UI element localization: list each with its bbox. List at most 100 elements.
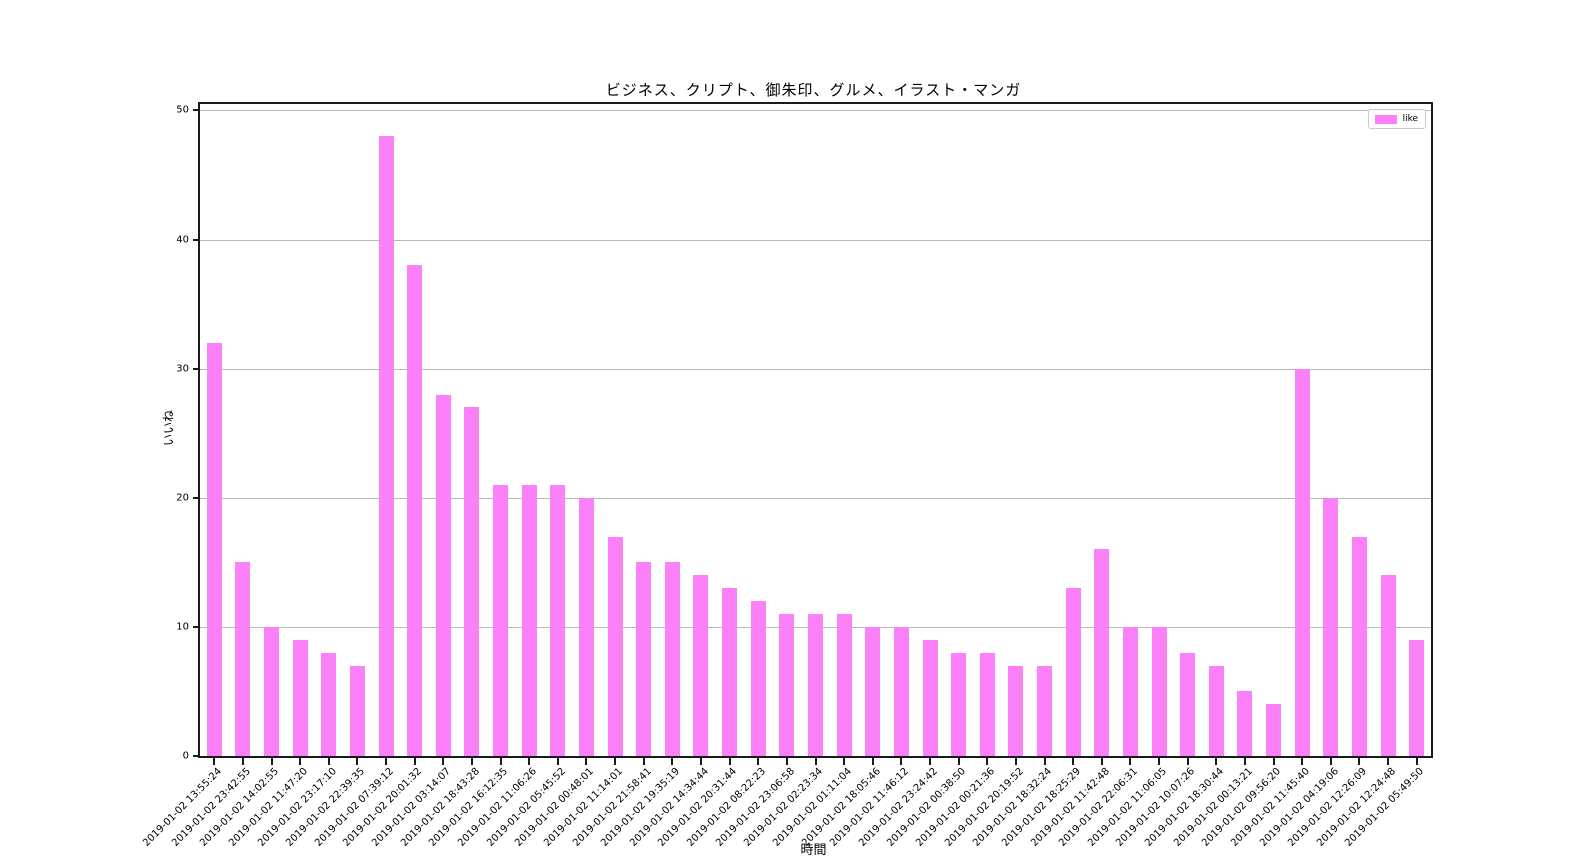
x-tick-mark <box>728 758 731 765</box>
x-tick-mark <box>1215 758 1218 765</box>
legend: like <box>1367 109 1426 129</box>
y-tick-mark <box>193 625 198 628</box>
bar <box>951 652 967 756</box>
bar <box>836 613 852 756</box>
bar <box>578 497 594 756</box>
bar <box>1237 691 1253 756</box>
bar <box>693 575 709 756</box>
bar <box>1094 549 1110 756</box>
x-tick-mark <box>1387 758 1390 765</box>
bar <box>292 639 308 756</box>
x-tick-mark <box>528 758 531 765</box>
x-tick-mark <box>241 758 244 765</box>
bar <box>750 601 766 756</box>
bar <box>264 626 280 756</box>
y-axis-title: いいね <box>161 409 176 447</box>
x-tick-mark <box>757 758 760 765</box>
y-tick-mark <box>193 496 198 499</box>
bar <box>1409 639 1425 756</box>
bar <box>779 613 795 756</box>
x-tick-mark <box>1072 758 1075 765</box>
x-tick-mark <box>642 758 645 765</box>
bar <box>1008 665 1024 756</box>
y-tick-label: 30 <box>176 363 189 375</box>
bar <box>636 562 652 756</box>
x-axis-title: 時間 <box>800 843 827 858</box>
bar <box>865 626 881 756</box>
gridline <box>200 497 1431 499</box>
y-tick-mark <box>193 755 198 757</box>
x-tick-mark <box>327 758 330 765</box>
bar <box>493 484 509 756</box>
bar <box>235 562 251 756</box>
y-tick-label: 0 <box>182 750 189 762</box>
bar <box>521 484 537 756</box>
gridline <box>200 239 1431 241</box>
y-tick-label: 20 <box>176 492 189 504</box>
x-tick-mark <box>299 758 302 765</box>
plot-area: like 0 10 20 30 40 50 2019-01-02 13:55:24 2019-… <box>141 102 1433 849</box>
x-tick-mark <box>1415 758 1418 765</box>
bar <box>378 136 394 756</box>
x-tick-mark <box>671 758 674 765</box>
bar <box>1266 704 1282 756</box>
x-tick-mark <box>1358 758 1361 765</box>
x-tick-mark <box>1158 758 1161 765</box>
x-tick-mark <box>1014 758 1017 765</box>
x-tick-mark <box>699 758 702 765</box>
bar <box>722 588 738 756</box>
gridline <box>200 368 1431 370</box>
x-tick-mark <box>843 758 846 765</box>
x-tick-mark <box>1129 758 1132 765</box>
bar <box>607 536 623 756</box>
x-tick-mark <box>385 758 388 765</box>
y-tick-label: 50 <box>176 104 189 116</box>
chart-title: ビジネス、クリプト、御朱印、グルメ、イラスト・マンガ <box>605 81 1022 99</box>
x-tick-mark <box>614 758 617 765</box>
x-tick-mark <box>1043 758 1046 765</box>
bar <box>979 652 995 756</box>
bar <box>407 265 423 756</box>
bar <box>1180 652 1196 756</box>
x-tick-mark <box>499 758 502 765</box>
bar <box>1323 497 1339 756</box>
x-tick-mark <box>356 758 359 765</box>
bar <box>550 484 566 756</box>
bar <box>1122 626 1138 756</box>
y-tick-mark <box>193 109 198 112</box>
x-tick-mark <box>1186 758 1189 765</box>
y-tick-label: 40 <box>176 234 189 246</box>
bar <box>435 394 451 756</box>
x-tick-mark <box>442 758 445 765</box>
bar <box>808 613 823 756</box>
x-tick-mark <box>929 758 931 765</box>
bar <box>922 639 938 756</box>
legend-swatch-icon <box>1374 114 1397 124</box>
x-tick-mark <box>470 758 473 765</box>
bar <box>1380 575 1396 756</box>
y-tick-label: 10 <box>176 621 189 633</box>
legend-label: like <box>1402 114 1418 124</box>
y-tick-mark <box>193 238 198 241</box>
x-tick-mark <box>900 758 903 765</box>
x-tick-mark <box>270 758 273 765</box>
x-tick-mark <box>1301 758 1304 765</box>
y-tick-mark <box>193 367 198 370</box>
x-tick-mark <box>585 758 588 765</box>
bar <box>464 407 480 756</box>
x-tick-mark <box>957 758 960 765</box>
bar <box>1208 665 1224 756</box>
x-tick-mark <box>1329 758 1332 765</box>
x-tick-mark <box>1243 758 1246 765</box>
bar <box>206 342 222 756</box>
bar <box>1151 626 1167 756</box>
x-tick-mark <box>213 758 216 765</box>
gridline <box>200 110 1431 112</box>
bar <box>1351 536 1367 756</box>
bar <box>664 562 680 756</box>
bar <box>1037 665 1053 756</box>
x-tick-mark <box>986 758 989 765</box>
bar <box>1065 588 1081 756</box>
bar <box>321 652 337 756</box>
